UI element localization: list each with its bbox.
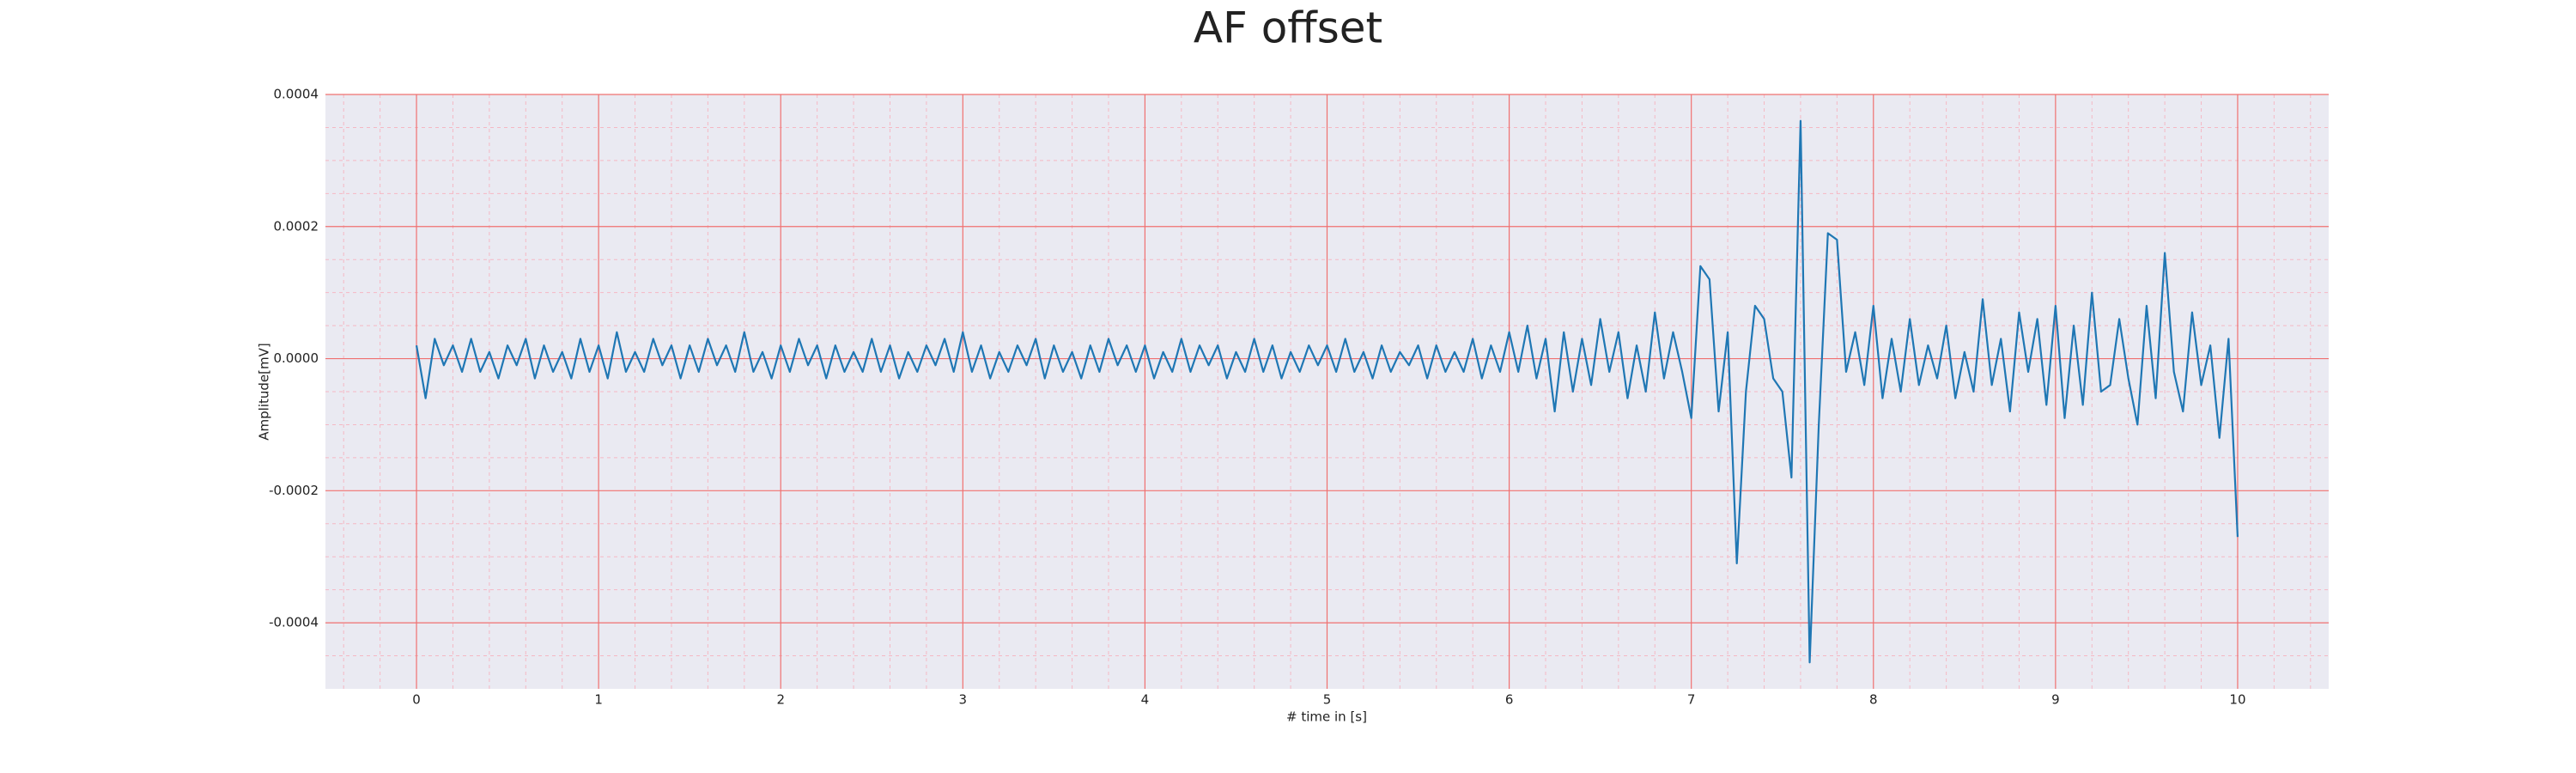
x-tick-label: 4 (1141, 692, 1150, 708)
y-tick-label: -0.0002 (269, 483, 319, 498)
x-tick-label: 9 (2051, 692, 2060, 708)
y-tick-label: 0.0004 (274, 87, 319, 102)
x-tick-label: 5 (1323, 692, 1332, 708)
y-tick-label: 0.0002 (274, 218, 319, 234)
y-tick-label: -0.0004 (269, 615, 319, 630)
x-tick-label: 8 (1869, 692, 1878, 708)
signal-line (415, 119, 2239, 664)
x-tick-label: 3 (959, 692, 968, 708)
y-tick-label: 0.0000 (274, 350, 319, 366)
x-tick-label: 10 (2229, 692, 2245, 708)
y-axis-label: Amplitude[mV] (257, 343, 272, 440)
x-tick-label: 6 (1505, 692, 1514, 708)
x-axis-label: # time in [s] (1286, 709, 1367, 725)
x-tick-label: 0 (412, 692, 421, 708)
x-tick-label: 1 (594, 692, 603, 708)
chart-title: AF offset (1194, 3, 1382, 53)
x-tick-label: 2 (776, 692, 785, 708)
x-tick-label: 7 (1687, 692, 1696, 708)
